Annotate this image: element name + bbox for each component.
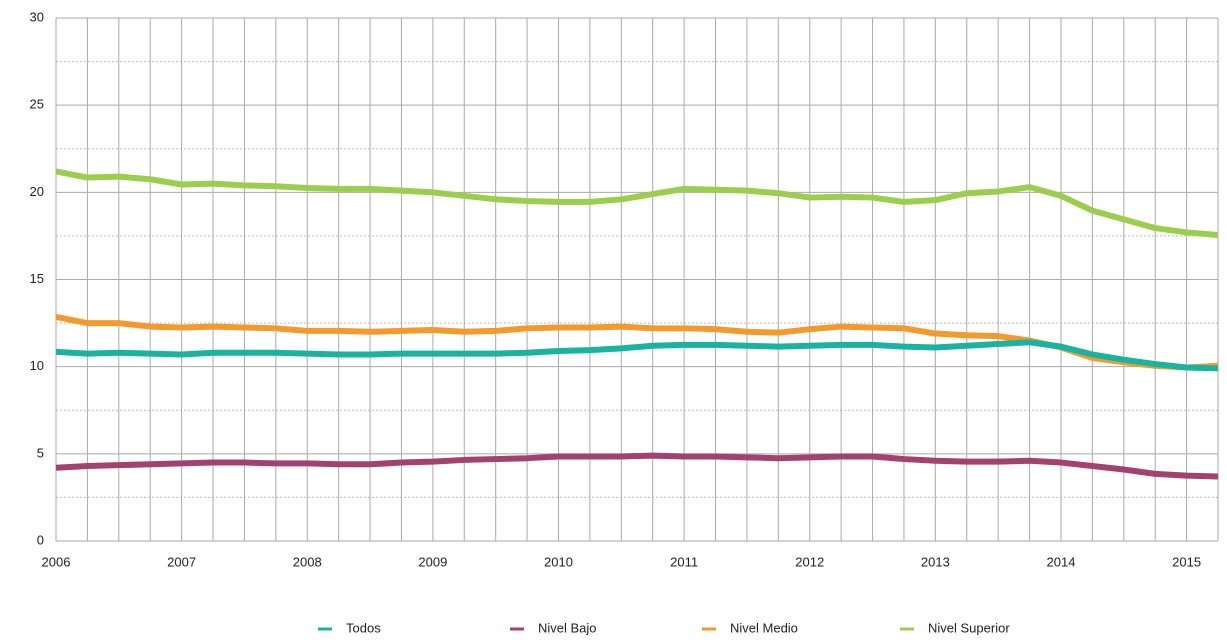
- x-tick-label: 2010: [544, 554, 573, 569]
- y-tick-label: 10: [30, 358, 44, 373]
- x-tick-label: 2014: [1047, 554, 1076, 569]
- y-tick-label: 20: [30, 184, 44, 199]
- y-tick-label: 30: [30, 9, 44, 24]
- legend-label: Nivel Bajo: [538, 620, 597, 635]
- series-line: [55, 339, 1219, 372]
- x-tick-label: 2006: [42, 554, 71, 569]
- x-tick-label: 2015: [1172, 554, 1201, 569]
- y-tick-label: 0: [37, 532, 44, 547]
- series-line: [55, 452, 1219, 480]
- x-tick-label: 2008: [293, 554, 322, 569]
- x-tick-label: 2009: [418, 554, 447, 569]
- y-tick-label: 25: [30, 97, 44, 112]
- x-tick-label: 2012: [795, 554, 824, 569]
- x-tick-label: 2011: [670, 554, 698, 569]
- series-line: [55, 168, 1219, 239]
- y-tick-label: 5: [37, 445, 44, 460]
- y-tick-label: 15: [30, 271, 44, 286]
- legend-label: Nivel Medio: [730, 620, 798, 635]
- x-tick-label: 2007: [167, 554, 196, 569]
- legend-label: Todos: [346, 620, 381, 635]
- legend-label: Nivel Superior: [928, 620, 1010, 635]
- x-tick-label: 2013: [921, 554, 950, 569]
